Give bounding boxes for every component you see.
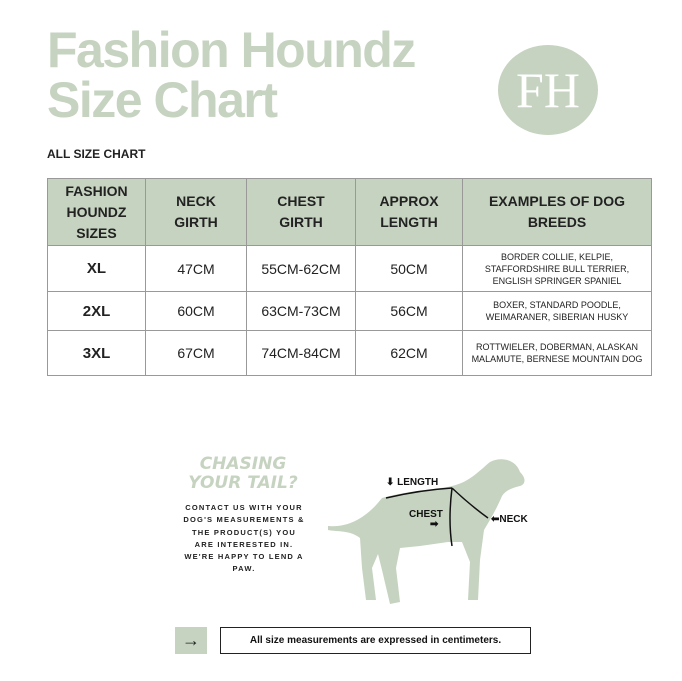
measurement-note: All size measurements are expressed in c… — [220, 627, 531, 654]
breeds-cell: BORDER COLLIE, KELPIE, STAFFORDSHIRE BUL… — [462, 245, 652, 292]
length-cell: 62CM — [355, 330, 463, 376]
neck-label: ⬅NECK — [491, 514, 528, 525]
dog-silhouette-icon — [328, 459, 525, 604]
table-header-row: FASHION HOUNDZ SIZES NECK GIRTH CHEST GI… — [47, 178, 652, 246]
header-neck: NECK GIRTH — [145, 178, 247, 246]
logo: FH — [498, 45, 598, 135]
chest-label: CHEST — [409, 509, 443, 520]
promo-text: CONTACT US WITH YOUR DOG'S MEASUREMENTS … — [183, 503, 305, 574]
table-row: XL 47CM 55CM-62CM 50CM BORDER COLLIE, KE… — [47, 245, 652, 292]
size-cell: 2XL — [47, 291, 146, 331]
size-table: FASHION HOUNDZ SIZES NECK GIRTH CHEST GI… — [47, 178, 652, 376]
header-breeds: EXAMPLES OF DOG BREEDS — [462, 178, 652, 246]
subtitle: ALL SIZE CHART — [47, 147, 146, 161]
page-title: Fashion Houndz Size Chart — [47, 22, 416, 128]
size-cell: 3XL — [47, 330, 146, 376]
header-sizes: FASHION HOUNDZ SIZES — [47, 178, 146, 246]
size-cell: XL — [47, 245, 146, 292]
neck-cell: 67CM — [145, 330, 247, 376]
chest-cell: 63CM-73CM — [246, 291, 356, 331]
length-label: ⬇ LENGTH — [386, 477, 439, 488]
breeds-cell: BOXER, STANDARD POODLE, WEIMARANER, SIBE… — [462, 291, 652, 331]
promo-heading: CHASING YOUR TAIL? — [188, 454, 298, 493]
arrow-right-icon: → — [175, 627, 207, 654]
length-cell: 50CM — [355, 245, 463, 292]
neck-cell: 47CM — [145, 245, 247, 292]
table-row: 2XL 60CM 63CM-73CM 56CM BOXER, STANDARD … — [47, 291, 652, 331]
breeds-cell: ROTTWIELER, DOBERMAN, ALASKAN MALAMUTE, … — [462, 330, 652, 376]
neck-cell: 60CM — [145, 291, 247, 331]
table-row: 3XL 67CM 74CM-84CM 62CM ROTTWIELER, DOBE… — [47, 330, 652, 376]
header-chest: CHEST GIRTH — [246, 178, 356, 246]
length-cell: 56CM — [355, 291, 463, 331]
chest-cell: 55CM-62CM — [246, 245, 356, 292]
chest-arrow-icon: ➡ — [430, 519, 439, 530]
chest-cell: 74CM-84CM — [246, 330, 356, 376]
header-length: APPROX LENGTH — [355, 178, 463, 246]
